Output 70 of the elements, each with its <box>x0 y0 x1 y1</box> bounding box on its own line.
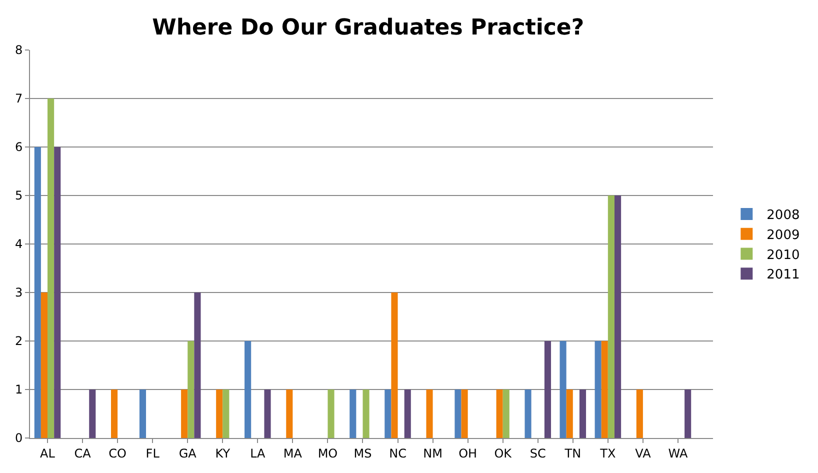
bar <box>544 341 552 438</box>
x-tick-label: MO <box>318 446 338 460</box>
bar <box>222 390 230 438</box>
bar <box>502 390 510 438</box>
bar <box>579 390 586 438</box>
bar <box>461 390 468 438</box>
x-tick-label: TX <box>599 446 616 460</box>
bar <box>48 98 54 438</box>
x-tick-label: OH <box>458 446 478 460</box>
bar <box>404 390 411 438</box>
bar <box>608 196 614 438</box>
x-tick-label: GA <box>178 446 198 460</box>
bar <box>216 390 223 438</box>
bar <box>40 292 48 438</box>
x-tick-label: NC <box>389 446 406 460</box>
bar <box>454 390 462 438</box>
bar <box>111 390 118 438</box>
bar <box>524 390 532 438</box>
bar <box>139 390 146 438</box>
bar <box>188 341 194 438</box>
bar <box>181 390 188 438</box>
x-tick-label: LA <box>250 446 266 460</box>
y-tick-label: 4 <box>14 237 23 252</box>
x-tick-label: AL <box>40 446 56 460</box>
chart-title: Where Do Our Graduates Practice? <box>152 15 584 40</box>
legend-label: 2008 <box>766 208 800 224</box>
bar <box>362 390 370 438</box>
bar <box>34 147 41 438</box>
x-tick-label: VA <box>635 446 652 460</box>
y-tick-label: 0 <box>14 431 23 446</box>
bar <box>54 147 61 438</box>
y-tick-label: 1 <box>14 382 23 397</box>
y-tick-label: 2 <box>14 334 23 348</box>
bar <box>426 390 433 438</box>
y-tick-label: 3 <box>14 286 23 300</box>
y-tick-label: 8 <box>14 43 23 58</box>
bar <box>684 390 692 438</box>
bar <box>384 390 392 438</box>
x-tick-label: CO <box>108 446 126 460</box>
legend-label: 2010 <box>766 248 800 263</box>
bar <box>614 196 622 438</box>
bar <box>286 390 293 438</box>
y-tick-label: 7 <box>14 92 23 106</box>
bar <box>496 390 503 438</box>
bar <box>636 390 643 438</box>
x-tick-label: SC <box>530 446 546 460</box>
bar <box>328 390 334 438</box>
bar <box>244 341 252 438</box>
bar <box>594 341 602 438</box>
bar <box>566 390 573 438</box>
x-tick-label: KY <box>215 446 231 460</box>
bar <box>560 341 566 438</box>
x-tick-label: MA <box>283 446 303 460</box>
bar <box>89 390 96 438</box>
bar <box>391 292 398 438</box>
legend-label: 2011 <box>766 268 800 283</box>
bar <box>601 341 608 438</box>
x-tick-label: OK <box>494 446 513 460</box>
bar <box>350 390 356 438</box>
bar <box>264 390 271 438</box>
y-tick-label: 5 <box>14 188 23 203</box>
x-tick-label: WA <box>668 446 688 460</box>
bar <box>194 292 201 438</box>
legend-label: 2009 <box>766 228 800 243</box>
y-tick-label: 6 <box>14 140 23 154</box>
x-tick-label: TN <box>564 446 582 460</box>
x-tick-label: FL <box>146 446 160 460</box>
x-tick-label: MS <box>354 446 372 460</box>
x-tick-label: CA <box>74 446 92 460</box>
x-tick-label: NM <box>423 446 442 460</box>
